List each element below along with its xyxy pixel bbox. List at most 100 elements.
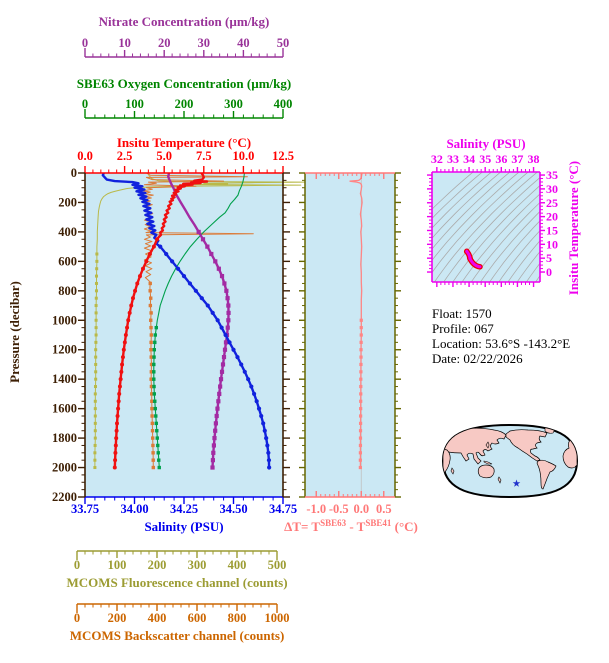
salinity-marker (219, 325, 224, 330)
nitrate-marker (226, 303, 231, 308)
oxygen-curve (153, 172, 245, 468)
fluorescence-marker (93, 385, 97, 389)
nitrate-marker (223, 340, 229, 345)
fluorescence-marker (93, 414, 97, 418)
tick-label: 20 (546, 210, 558, 224)
tick-label: 0 (82, 97, 88, 111)
backscatter-marker (151, 451, 155, 455)
salinity-marker (246, 377, 251, 382)
backscatter-marker (150, 399, 154, 403)
tick-label: 37 (511, 152, 523, 166)
backscatter-marker (149, 384, 154, 389)
tick-label: 200 (108, 611, 127, 625)
nitrate-marker (200, 237, 206, 242)
delta-t-marker (358, 429, 363, 433)
tick-label: 0 (74, 558, 80, 572)
delta-t-marker (358, 443, 363, 448)
salinity-marker (193, 288, 198, 293)
fluorescence-curve (94, 172, 306, 468)
temperature-marker (144, 259, 149, 264)
tick-label: 0 (74, 611, 80, 625)
tick-label: 200 (148, 558, 167, 572)
oxygen-marker (153, 340, 157, 345)
fluorescence-marker (94, 355, 98, 359)
fluorescence-marker (93, 429, 97, 433)
nitrate-marker (216, 266, 221, 271)
tick-label: 1800 (52, 431, 77, 445)
nitrate-marker (217, 391, 222, 397)
fluorescence-marker (94, 348, 98, 352)
salinity-marker (227, 340, 232, 345)
tick-label: 400 (58, 225, 77, 239)
temperature-marker (151, 244, 156, 249)
oxygen-marker (152, 377, 156, 381)
tick-label: 400 (148, 611, 167, 625)
backscatter-marker (149, 296, 153, 300)
backscatter-marker (148, 303, 153, 308)
temperature-marker (125, 325, 130, 330)
nitrate-marker (209, 251, 214, 257)
nitrate-marker (226, 310, 231, 316)
fluorescence-axis-title: MCOMS Fluorescence channel (counts) (66, 575, 287, 590)
backscatter-marker (149, 318, 153, 322)
temperature-marker (155, 237, 160, 242)
oxygen-marker (152, 392, 156, 396)
temperature-marker (129, 303, 134, 308)
oxygen-marker (152, 370, 156, 374)
temperature-marker (135, 281, 140, 286)
isopycnal-line (433, 172, 538, 282)
salinity-marker (199, 296, 204, 301)
backscatter-marker (150, 429, 155, 433)
backscatter-marker (150, 421, 155, 426)
ts-profile-curve (463, 248, 483, 270)
fluorescence-marker (93, 399, 97, 403)
temperature-marker (114, 436, 119, 441)
tick-label: 800 (58, 284, 77, 298)
tick-label: 20 (158, 36, 171, 50)
delta-t-marker (359, 370, 363, 374)
ts-temperature-axis-title: Insitu Temperature (°C) (566, 161, 581, 295)
tick-label: 25 (546, 196, 558, 210)
oxygen-marker (155, 436, 159, 440)
backscatter-marker (150, 414, 154, 418)
backscatter-marker (149, 340, 153, 345)
tick-label: 32 (431, 152, 443, 166)
tick-label: -1.0 (306, 502, 326, 516)
tick-label: 0.0 (77, 149, 93, 163)
temperature-marker (121, 347, 126, 352)
oxygen-marker (154, 414, 158, 418)
delta-t-marker (359, 355, 363, 359)
nitrate-marker (211, 450, 216, 455)
temperature-marker (137, 274, 142, 279)
fluorescence-marker (94, 377, 98, 381)
salinity-marker (259, 413, 264, 419)
main-plot-area (85, 173, 283, 497)
oxygen-marker (153, 406, 157, 411)
nitrate-marker (205, 244, 210, 249)
fluorescence-marker (93, 421, 97, 425)
salinity-marker (215, 318, 220, 323)
tick-label: 100 (108, 558, 127, 572)
delta-t-marker (359, 384, 363, 389)
oxygen-marker (156, 443, 160, 448)
isopycnal-line (525, 262, 540, 282)
fluorescence-marker (94, 289, 98, 293)
fluorescence-marker (93, 458, 97, 462)
oxygen-axis-title: SBE63 Oxygen Concentration (µm/kg) (77, 76, 291, 91)
delta-t-marker (359, 340, 363, 344)
tick-label: 12.5 (272, 149, 294, 163)
tick-label: 2000 (52, 461, 77, 475)
isopycnal-line (498, 229, 540, 282)
temperature-marker (120, 362, 125, 367)
isopycnal-line (443, 177, 540, 282)
nitrate-marker (221, 354, 227, 360)
nitrate-marker (211, 443, 216, 448)
nitrate-marker (215, 406, 220, 411)
salinity-marker (170, 259, 175, 264)
backscatter-marker (149, 377, 153, 381)
tick-label: 1200 (52, 343, 77, 357)
float-info: Float: 1570 Profile: 067 Location: 53.6°… (432, 306, 570, 366)
salinity-marker (261, 421, 266, 426)
